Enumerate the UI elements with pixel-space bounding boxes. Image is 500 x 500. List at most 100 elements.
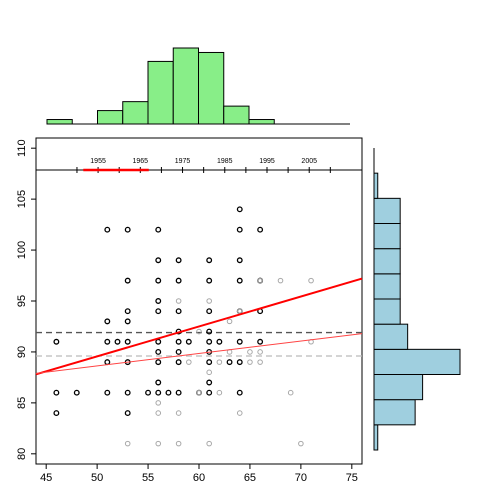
scatter-point — [155, 308, 162, 315]
scatter-point — [277, 277, 284, 284]
right-histogram — [373, 148, 461, 451]
y-tick-label: 105 — [16, 190, 28, 208]
scatter-point — [145, 389, 152, 396]
scatter-point — [236, 338, 243, 345]
scatter-point — [247, 349, 253, 355]
scatter-point — [155, 389, 162, 396]
scatter-point — [185, 338, 192, 345]
scatter-point — [124, 338, 131, 345]
scatter-point — [186, 359, 192, 365]
top-histogram-bar — [172, 47, 199, 125]
scatter-point — [124, 389, 131, 396]
x-tick-label: 55 — [142, 472, 154, 484]
scatter-point — [104, 338, 111, 345]
scatter-point — [155, 348, 162, 355]
x-tick-label: 75 — [346, 472, 358, 484]
scatter-point — [104, 226, 111, 233]
top-histogram-bar — [147, 60, 174, 125]
y-tick-label: 85 — [16, 397, 28, 409]
scatter-point — [216, 338, 223, 345]
scatter-point — [155, 400, 162, 406]
scatter-point — [196, 389, 202, 396]
right-histogram-bar — [373, 223, 401, 250]
scatter-point — [155, 379, 162, 386]
top-histogram-bar — [97, 110, 124, 125]
scatter-point — [155, 410, 162, 416]
scatter-point — [206, 379, 213, 386]
y-tick-label: 100 — [16, 241, 28, 259]
top-histogram-bar — [122, 101, 149, 125]
scatter-point — [104, 318, 111, 325]
right-histogram-bar — [373, 374, 424, 401]
scatter-point — [124, 277, 131, 284]
scatter-point — [124, 308, 131, 315]
year-tick-label: 1955 — [90, 158, 106, 165]
right-histogram-bar — [373, 248, 401, 275]
scatter-point — [257, 349, 263, 355]
scatter-point — [236, 277, 243, 284]
x-tick-label: 60 — [193, 472, 205, 484]
year-tick-label: 1975 — [175, 158, 191, 165]
plot-frame — [35, 137, 363, 465]
scatter-point — [124, 318, 131, 325]
regression-line — [35, 277, 363, 376]
scatter-point — [257, 338, 264, 345]
scatter-point — [206, 359, 213, 366]
scatter-point — [53, 389, 60, 396]
scatter-point — [124, 226, 131, 233]
y-tick-label: 95 — [16, 295, 28, 307]
right-histogram-bar — [373, 197, 401, 224]
scatter-point — [175, 298, 182, 304]
scatter-point — [175, 257, 182, 264]
regression-lines — [35, 277, 363, 376]
right-histogram-bar — [373, 273, 401, 300]
scatter-point — [236, 410, 243, 416]
scatter-point — [124, 440, 131, 447]
scatter-point — [236, 389, 243, 396]
scatter-point — [155, 440, 162, 447]
year-tick-label: 2005 — [301, 158, 317, 165]
scatter-point — [206, 257, 213, 264]
scatter-point — [206, 328, 213, 335]
x-axis: 45 50 55 60 65 70 75 — [40, 464, 358, 484]
scatter-points — [53, 206, 314, 447]
right-histogram-bar — [373, 399, 416, 426]
scatter-point — [257, 359, 263, 365]
right-histogram-bar — [373, 172, 379, 199]
scatter-point — [165, 389, 172, 396]
scatter-point — [236, 257, 243, 264]
top-histogram — [46, 47, 350, 125]
y-tick-label: 110 — [16, 139, 28, 157]
scatter-point — [308, 277, 314, 284]
scatter-point — [206, 277, 213, 284]
scatter-point — [104, 389, 111, 396]
top-histogram-bar — [46, 119, 73, 125]
scatter-point — [155, 277, 162, 284]
scatter-point — [257, 277, 263, 284]
scatter-point — [155, 226, 162, 233]
right-histogram-bar — [373, 348, 461, 376]
scatter-point — [175, 277, 182, 284]
scatter-point — [53, 338, 60, 345]
year-tick-label: 1985 — [217, 158, 233, 165]
scatter-point — [257, 226, 264, 233]
scatter-point — [124, 410, 131, 417]
scatter-point — [175, 389, 182, 396]
right-histogram-bar — [373, 424, 379, 451]
top-histogram-bar — [248, 119, 275, 125]
scatter-point — [104, 359, 111, 366]
scatter-point — [226, 359, 233, 366]
scatter-point — [236, 359, 243, 366]
scatter-point — [155, 298, 162, 304]
scatter-point — [155, 359, 162, 366]
reference-lines — [36, 331, 362, 357]
scatter-point — [196, 328, 202, 335]
scatter-point — [298, 440, 304, 447]
year-tick-label: 1995 — [259, 158, 275, 165]
scatter-point — [247, 359, 253, 365]
scatter-point — [206, 338, 213, 345]
x-tick-label: 70 — [295, 472, 307, 484]
scatter-point — [114, 338, 121, 345]
scatter-point — [175, 440, 182, 447]
